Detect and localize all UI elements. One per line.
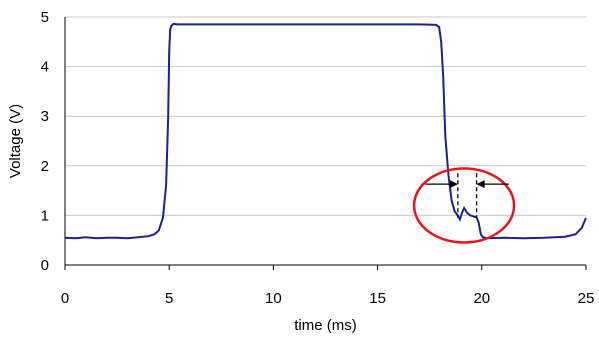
y-tick-0: 0	[41, 257, 49, 274]
y-tick-5: 5	[41, 9, 49, 26]
arrow-right-head	[476, 180, 485, 189]
y-tick-labels: 0 1 2 3 4 5	[41, 9, 49, 274]
x-tick-10: 10	[265, 290, 282, 307]
y-tick-2: 2	[41, 158, 49, 175]
x-tick-25: 25	[578, 290, 595, 307]
x-axis-label: time (ms)	[294, 317, 357, 334]
annotations	[412, 167, 516, 244]
x-tick-5: 5	[165, 290, 173, 307]
x-tick-15: 15	[369, 290, 386, 307]
x-tick-0: 0	[61, 290, 69, 307]
y-tick-4: 4	[41, 59, 49, 76]
y-axis-label: Voltage (V)	[7, 104, 24, 178]
arrow-left-head	[449, 180, 458, 189]
highlight-ellipse	[412, 167, 516, 244]
gridlines	[64, 16, 586, 266]
x-tick-labels: 0 5 10 15 20 25	[61, 265, 595, 307]
y-tick-1: 1	[41, 207, 49, 224]
x-tick-20: 20	[473, 290, 490, 307]
y-tick-3: 3	[41, 108, 49, 125]
voltage-series-line	[64, 22, 587, 240]
